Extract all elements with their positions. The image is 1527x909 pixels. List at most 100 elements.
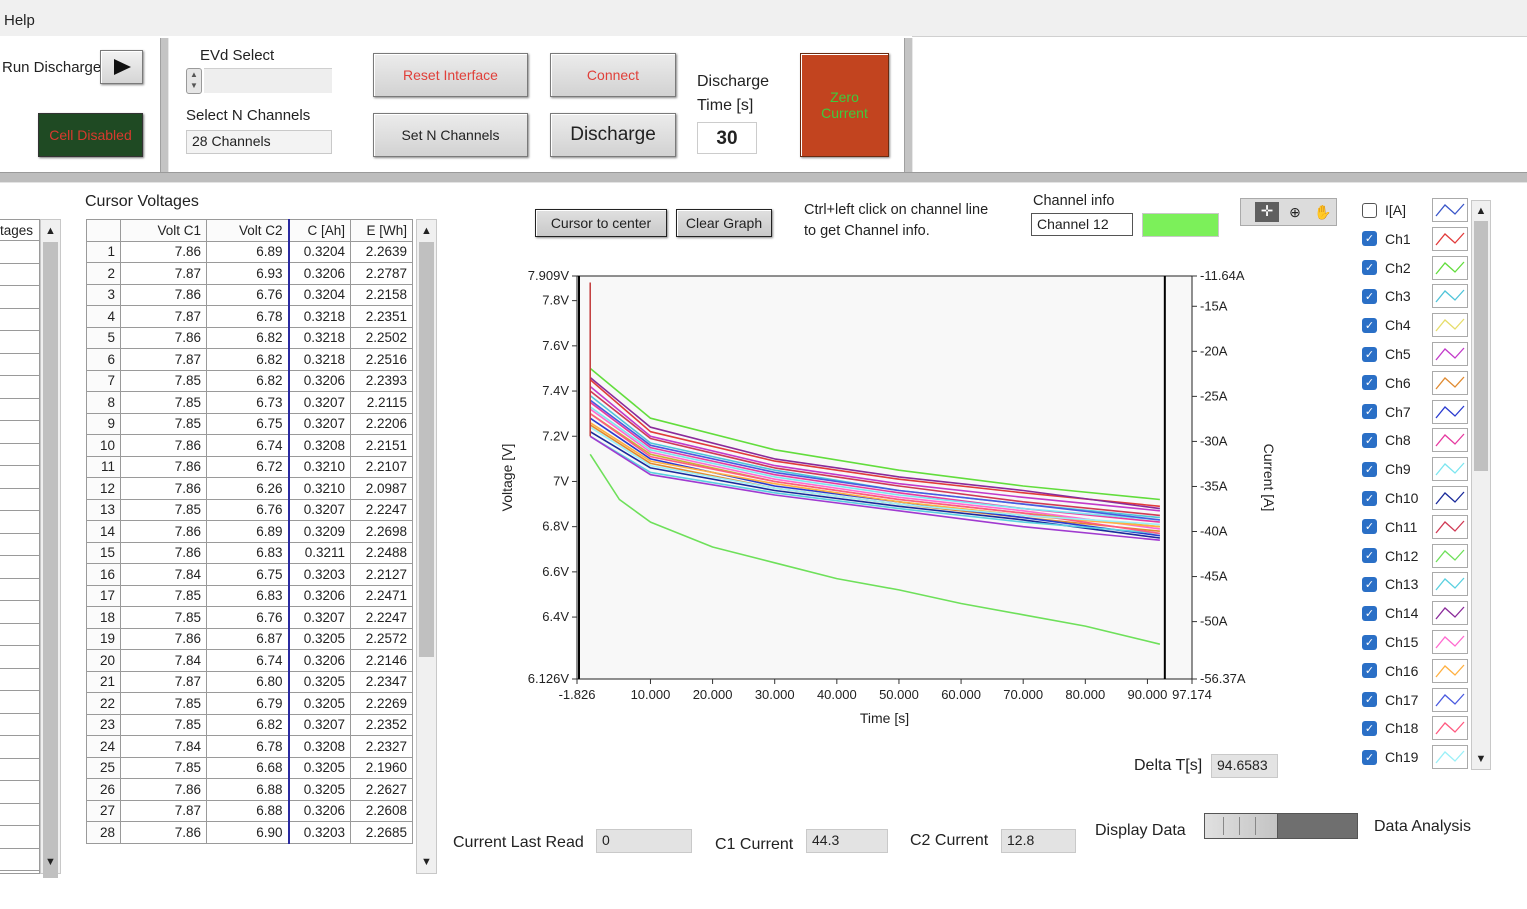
reset-interface-button[interactable]: Reset Interface xyxy=(373,53,528,97)
table-cell[interactable]: 6.87 xyxy=(206,627,290,650)
table-cell[interactable]: 6.83 xyxy=(206,584,290,607)
checkbox-unchecked-icon[interactable] xyxy=(1362,202,1377,218)
legend-item[interactable]: ✓ Ch7 xyxy=(1362,399,1470,425)
table-cell[interactable]: 6.74 xyxy=(206,649,290,672)
table-cell[interactable]: 6.75 xyxy=(206,563,290,586)
legend-item[interactable]: ✓ Ch3 xyxy=(1362,283,1470,309)
legend-item[interactable]: ✓ Ch17 xyxy=(1362,687,1470,713)
cursor-table-scrollbar[interactable]: ▲ ▼ xyxy=(416,219,437,874)
table-cell[interactable]: 2.1960 xyxy=(350,756,413,779)
table-cell[interactable]: 6.73 xyxy=(206,391,290,414)
left-table-row[interactable] xyxy=(0,376,39,399)
table-cell[interactable]: 2.2115 xyxy=(350,391,413,414)
table-cell[interactable]: 2.2352 xyxy=(350,713,413,736)
series-line[interactable] xyxy=(589,431,1161,539)
table-cell[interactable]: 6.74 xyxy=(206,434,290,457)
switch-knob[interactable] xyxy=(1205,814,1278,838)
table-row[interactable]: 14 7.86 6.89 0.3209 2.2698 xyxy=(86,520,413,543)
legend-item[interactable]: ✓ Ch2 xyxy=(1362,255,1470,281)
series-line[interactable] xyxy=(589,367,1160,501)
table-cell[interactable]: 0.3203 xyxy=(288,563,351,586)
table-cell[interactable]: 2.2107 xyxy=(350,455,413,478)
table-row[interactable]: 15 7.86 6.83 0.3211 2.2488 xyxy=(86,541,413,564)
row-index-cell[interactable]: 23 xyxy=(86,713,121,736)
table-cell[interactable]: 2.2146 xyxy=(350,649,413,672)
series-line[interactable] xyxy=(589,399,1160,521)
left-table-row[interactable] xyxy=(0,286,39,309)
scroll-down-icon[interactable]: ▼ xyxy=(421,856,432,868)
line-style-icon[interactable] xyxy=(1432,572,1468,597)
series-line[interactable] xyxy=(589,385,1160,512)
table-row[interactable]: 26 7.86 6.88 0.3205 2.2627 xyxy=(86,778,413,801)
row-index-cell[interactable]: 8 xyxy=(86,391,121,414)
checkbox-checked-icon[interactable]: ✓ xyxy=(1362,317,1377,333)
legend-item[interactable]: ✓ Ch13 xyxy=(1362,571,1470,597)
table-cell[interactable]: 0.3207 xyxy=(288,606,351,629)
cursor-to-center-button[interactable]: Cursor to center xyxy=(535,209,667,237)
left-table-row[interactable] xyxy=(0,691,39,714)
left-table-row[interactable] xyxy=(0,714,39,736)
checkbox-checked-icon[interactable]: ✓ xyxy=(1362,634,1377,650)
line-style-icon[interactable] xyxy=(1432,399,1468,424)
table-row[interactable]: 23 7.85 6.82 0.3207 2.2352 xyxy=(86,713,413,736)
table-cell[interactable]: 6.26 xyxy=(206,477,290,500)
table-cell[interactable]: 2.2247 xyxy=(350,606,413,629)
legend-item[interactable]: ✓ Ch8 xyxy=(1362,427,1470,453)
legend-item[interactable]: ✓ Ch6 xyxy=(1362,370,1470,396)
line-style-icon[interactable] xyxy=(1432,255,1468,280)
evd-updown-icon[interactable]: ▲ ▼ xyxy=(186,68,202,94)
checkbox-checked-icon[interactable]: ✓ xyxy=(1362,375,1377,391)
table-row[interactable]: 18 7.85 6.76 0.3207 2.2247 xyxy=(86,606,413,629)
left-table-row[interactable] xyxy=(0,579,39,601)
table-cell[interactable]: 0.3205 xyxy=(288,756,351,779)
row-index-cell[interactable]: 24 xyxy=(86,735,121,758)
voltage-graph[interactable]: 7.909V 7.8V 7.6V 7.4V 7.2V 7V 6.8V 6.6V 6.4V 6.12… xyxy=(495,255,1295,735)
legend-item[interactable]: ✓ Ch4 xyxy=(1362,312,1470,338)
series-line[interactable] xyxy=(589,406,1160,521)
line-style-icon[interactable] xyxy=(1432,630,1468,654)
line-style-icon[interactable] xyxy=(1432,543,1468,568)
table-row[interactable]: 11 7.86 6.72 0.3210 2.2107 xyxy=(86,455,413,478)
left-table-row[interactable] xyxy=(0,556,39,579)
legend-item[interactable]: ✓ Ch12 xyxy=(1362,543,1470,569)
table-row[interactable]: 10 7.86 6.74 0.3208 2.2151 xyxy=(86,434,413,457)
table-cell[interactable]: 7.86 xyxy=(120,283,207,306)
table-cell[interactable]: 2.2488 xyxy=(350,541,413,564)
row-index-cell[interactable]: 1 xyxy=(86,240,121,263)
table-row[interactable]: 3 7.86 6.76 0.3204 2.2158 xyxy=(86,283,413,306)
table-cell[interactable]: 7.84 xyxy=(120,735,207,758)
left-table-row[interactable] xyxy=(0,354,39,376)
table-row[interactable]: 16 7.84 6.75 0.3203 2.2127 xyxy=(86,563,413,586)
table-cell[interactable]: 6.76 xyxy=(206,283,290,306)
scroll-up-icon[interactable]: ▲ xyxy=(421,225,432,237)
scroll-thumb[interactable] xyxy=(1474,221,1488,471)
table-cell[interactable]: 0.3207 xyxy=(288,412,351,435)
table-row[interactable]: 4 7.87 6.78 0.3218 2.2351 xyxy=(86,305,413,328)
menu-help[interactable]: Help xyxy=(4,12,35,29)
line-style-icon[interactable] xyxy=(1432,198,1468,222)
row-index-cell[interactable]: 16 xyxy=(86,563,121,586)
table-cell[interactable]: 7.86 xyxy=(120,455,207,478)
checkbox-checked-icon[interactable]: ✓ xyxy=(1362,260,1377,276)
line-style-icon[interactable] xyxy=(1432,313,1468,338)
line-style-icon[interactable] xyxy=(1432,457,1468,482)
table-cell[interactable]: 6.93 xyxy=(206,262,290,285)
line-style-icon[interactable] xyxy=(1432,745,1468,770)
table-cell[interactable]: 6.83 xyxy=(206,541,290,564)
series-line[interactable] xyxy=(589,426,1160,526)
table-cell[interactable]: 0.3205 xyxy=(288,627,351,650)
table-cell[interactable]: 2.2351 xyxy=(350,305,413,328)
line-style-icon[interactable] xyxy=(1432,687,1468,712)
cell-disabled-indicator[interactable]: Cell Disabled xyxy=(38,113,143,157)
left-table-scrollbar[interactable]: ▲ ▼ xyxy=(40,219,61,878)
evd-select-slider[interactable]: ▲ ▼ xyxy=(186,68,332,94)
table-cell[interactable]: 7.86 xyxy=(120,821,207,844)
table-cell[interactable]: 0.3207 xyxy=(288,498,351,521)
legend-item[interactable]: ✓ Ch15 xyxy=(1362,629,1470,655)
scroll-thumb[interactable] xyxy=(419,242,434,657)
legend-item[interactable]: ✓ Ch1 xyxy=(1362,226,1470,252)
left-table-row[interactable] xyxy=(0,489,39,511)
table-cell[interactable]: 7.86 xyxy=(120,778,207,801)
checkbox-checked-icon[interactable]: ✓ xyxy=(1362,288,1377,304)
scroll-up-icon[interactable]: ▲ xyxy=(1475,205,1487,217)
